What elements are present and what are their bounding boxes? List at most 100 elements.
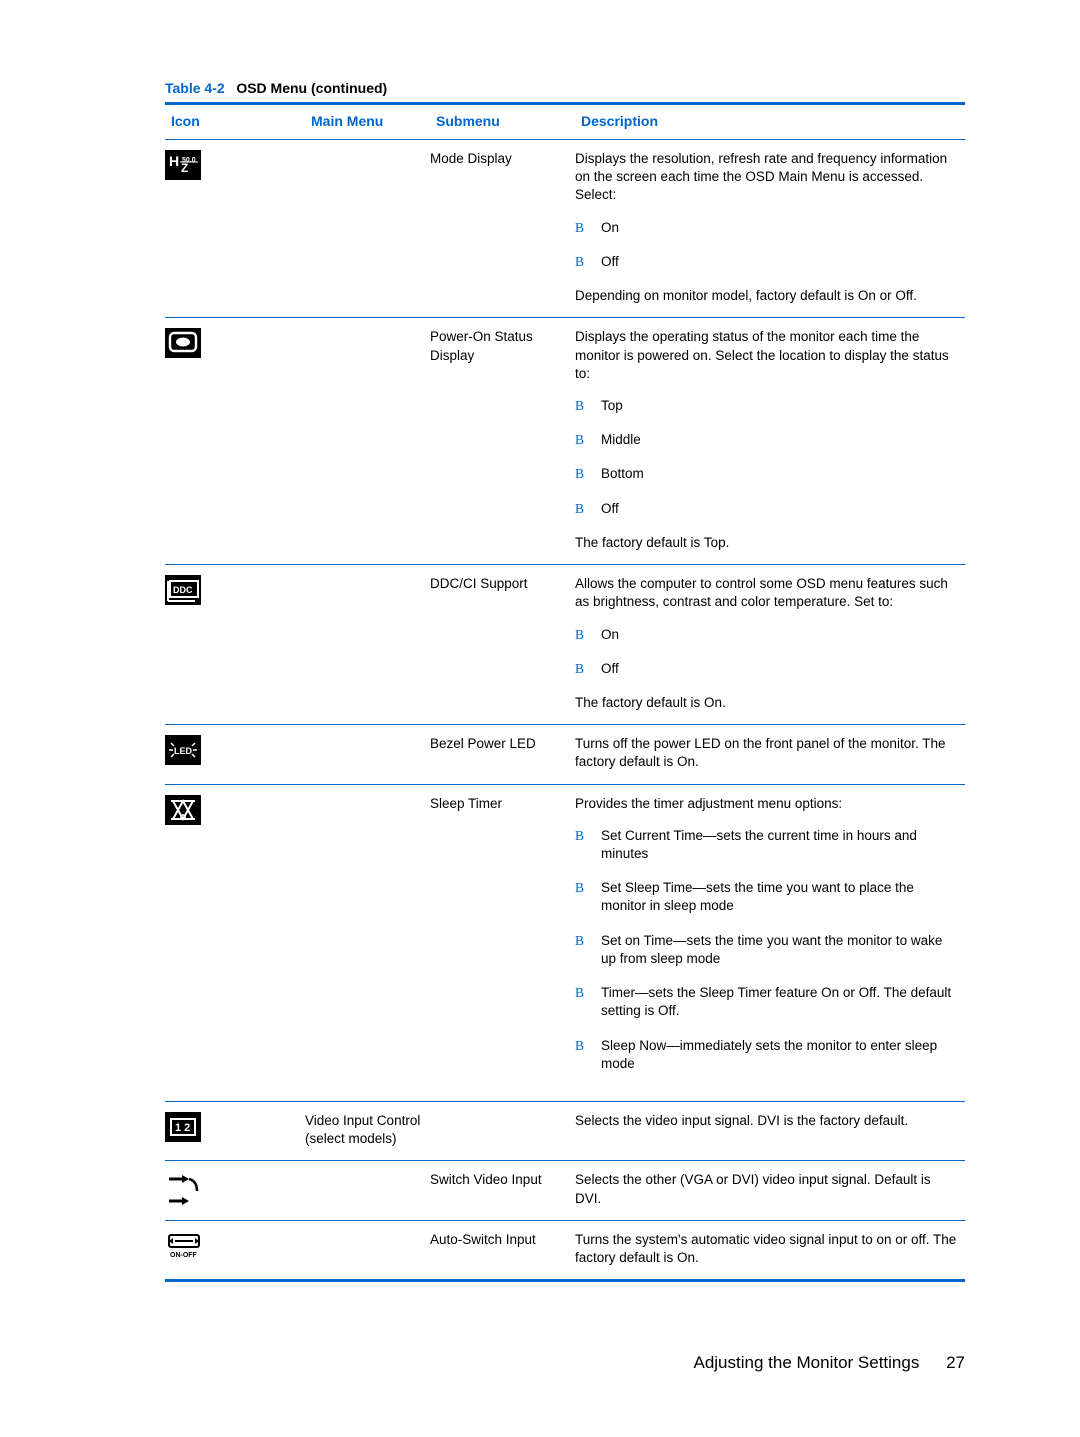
description-cell: Turns off the power LED on the front pan… [575,725,965,784]
option-list: ΒOn ΒOff [575,626,957,678]
icon-cell: 1 2 [165,1102,305,1161]
bezel-led-icon: LED [165,735,201,765]
option-item: ΒSleep Now—immediately sets the monitor … [575,1037,957,1073]
footer-page-number: 27 [946,1353,965,1372]
description-cell: Displays the operating status of the mon… [575,318,965,565]
svg-text:H: H [169,153,179,169]
desc-note: The factory default is Top. [575,534,957,552]
icon-cell: LED [165,725,305,784]
svg-text:ON-OFF: ON-OFF [170,1252,198,1259]
option-text: Top [601,397,957,415]
option-item: ΒSet Sleep Time—sets the time you want t… [575,879,957,915]
bullet-icon: Β [575,660,601,678]
desc-note: Depending on monitor model, factory defa… [575,287,957,305]
option-item: ΒOn [575,219,957,237]
caption-title: OSD Menu (continued) [236,80,387,96]
description-cell: Allows the computer to control some OSD … [575,565,965,725]
option-text: On [601,626,957,644]
header-icon: Icon [165,104,305,140]
submenu-cell: Sleep Timer [430,784,575,1101]
bullet-icon: Β [575,397,601,415]
svg-text:DDC: DDC [173,585,193,595]
submenu-cell: Power-On Status Display [430,318,575,565]
option-item: ΒOn [575,626,957,644]
table-row: ON-OFF Auto-Switch InputTurns the system'… [165,1220,965,1280]
table-row: 1 2Video Input Control (select models)Se… [165,1102,965,1161]
svg-text:LED: LED [174,746,193,756]
option-list: ΒTopΒMiddleΒBottomΒOff [575,397,957,518]
main-menu-cell [305,725,430,784]
page-footer: Adjusting the Monitor Settings 27 [693,1353,965,1373]
bullet-icon: Β [575,626,601,644]
option-item: ΒOff [575,253,957,271]
table-row: DDC DDC/CI SupportAllows the computer to … [165,565,965,725]
desc-note: The factory default is On. [575,694,957,712]
description-cell: Displays the resolution, refresh rate an… [575,140,965,318]
main-menu-cell [305,140,430,318]
option-text: Bottom [601,465,957,483]
bullet-icon: Β [575,827,601,863]
icon-cell [165,318,305,565]
caption-label: Table 4-2 [165,80,225,96]
desc-intro: Displays the operating status of the mon… [575,328,957,383]
icon-cell: HZ50.0 [165,140,305,318]
icon-cell: ON-OFF [165,1220,305,1280]
table-caption: Table 4-2 OSD Menu (continued) [165,80,965,96]
option-text: Set on Time—sets the time you want the m… [601,932,957,968]
desc-intro: Turns off the power LED on the front pan… [575,735,957,771]
description-cell: Selects the video input signal. DVI is t… [575,1102,965,1161]
icon-cell [165,784,305,1101]
osd-menu-table: Icon Main Menu Submenu Description HZ50.… [165,102,965,1282]
main-menu-cell [305,565,430,725]
bullet-icon: Β [575,879,601,915]
desc-intro: Allows the computer to control some OSD … [575,575,957,611]
desc-intro: Selects the video input signal. DVI is t… [575,1112,957,1130]
option-item: ΒSet on Time—sets the time you want the … [575,932,957,968]
bullet-icon: Β [575,1037,601,1073]
table-row: Sleep TimerProvides the timer adjustment… [165,784,965,1101]
option-text: Set Sleep Time—sets the time you want to… [601,879,957,915]
description-cell: Provides the timer adjustment menu optio… [575,784,965,1101]
desc-intro: Provides the timer adjustment menu optio… [575,795,957,813]
submenu-cell: Switch Video Input [430,1161,575,1220]
table-row: LED Bezel Power LEDTurns off the power LE… [165,725,965,784]
bullet-icon: Β [575,465,601,483]
footer-section: Adjusting the Monitor Settings [693,1353,919,1372]
svg-text:1 2: 1 2 [175,1122,190,1134]
header-main: Main Menu [305,104,430,140]
sleep-timer-icon [165,795,201,825]
submenu-cell: Auto-Switch Input [430,1220,575,1280]
option-text: On [601,219,957,237]
option-item: ΒSet Current Time—sets the current time … [575,827,957,863]
submenu-cell: Mode Display [430,140,575,318]
option-text: Set Current Time—sets the current time i… [601,827,957,863]
option-item: ΒOff [575,660,957,678]
desc-intro: Displays the resolution, refresh rate an… [575,150,957,205]
ddc-ci-icon: DDC [165,575,201,605]
main-menu-cell [305,1220,430,1280]
option-text: Sleep Now—immediately sets the monitor t… [601,1037,957,1073]
submenu-cell: Bezel Power LED [430,725,575,784]
option-text: Off [601,253,957,271]
header-description: Description [575,104,965,140]
bullet-icon: Β [575,500,601,518]
mode-display-icon: HZ50.0 [165,150,201,180]
option-item: ΒTop [575,397,957,415]
video-input-icon: 1 2 [165,1112,201,1142]
power-on-status-icon [165,328,201,358]
submenu-cell: DDC/CI Support [430,565,575,725]
desc-intro: Turns the system's automatic video signa… [575,1231,957,1267]
submenu-cell [430,1102,575,1161]
main-menu-cell [305,1161,430,1220]
option-list: ΒOnΒOff [575,219,957,271]
icon-cell: DDC [165,565,305,725]
main-menu-cell [305,318,430,565]
desc-intro: Selects the other (VGA or DVI) video inp… [575,1171,957,1207]
option-item: ΒBottom [575,465,957,483]
bullet-icon: Β [575,253,601,271]
option-item: ΒOff [575,500,957,518]
bullet-icon: Β [575,219,601,237]
description-cell: Turns the system's automatic video signa… [575,1220,965,1280]
header-submenu: Submenu [430,104,575,140]
bullet-icon: Β [575,932,601,968]
